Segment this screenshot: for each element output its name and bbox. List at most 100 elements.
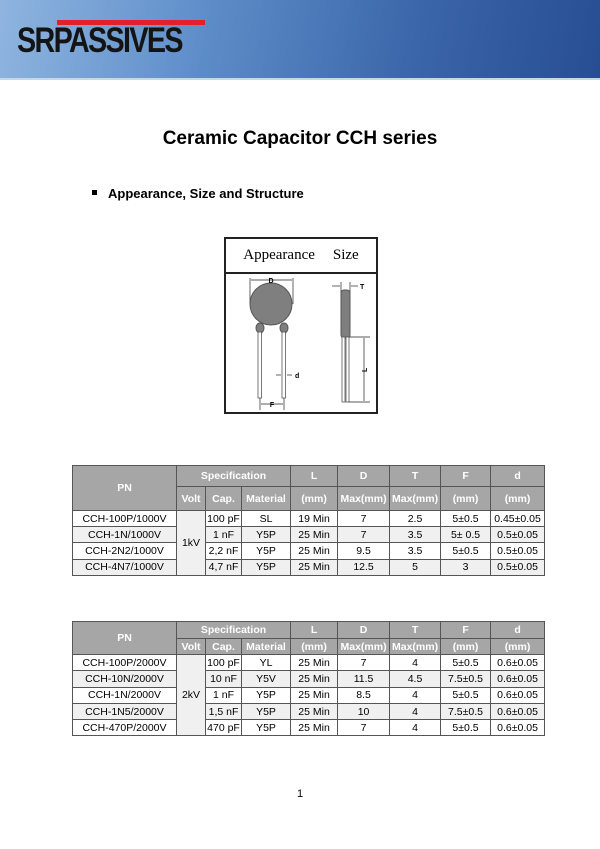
cell-d: 0.6±0.05 [490, 686, 546, 704]
table-row: CCH-1N5/2000V 1,5 nF Y5P 25 Min 10 4 7.5±0.5 0.… [72, 702, 546, 721]
dim-d-label: d [295, 373, 299, 380]
header-D: D [337, 465, 391, 487]
cell-d: 0.5±0.05 [490, 542, 546, 560]
header-D: D [337, 621, 391, 639]
cell-cap: 1,5 nF [205, 702, 242, 721]
cell-L: 25 Min [290, 686, 339, 704]
diagram-header: Appearance Size [226, 239, 376, 274]
header-F-unit: (mm) [440, 486, 492, 511]
cell-F: 3 [440, 558, 492, 576]
capacitor-drawing: D T L d F [249, 278, 370, 410]
header-specification: Specification [175, 465, 292, 487]
header-L: L [290, 621, 339, 639]
table-row: CCH-10N/2000V 10 nF Y5V 25 Min 11.5 4.5 7.5±0.… [72, 670, 546, 688]
dim-F-label: F [270, 402, 275, 409]
cell-D: 9.5 [337, 542, 391, 560]
cell-T: 4 [389, 653, 442, 672]
page-number: 1 [296, 788, 304, 800]
cell-T: 4 [389, 686, 442, 704]
cell-pn: CCH-100P/1000V [72, 509, 177, 528]
header-pn: PN [72, 621, 177, 655]
header-L-unit: (mm) [290, 638, 339, 655]
cell-L: 25 Min [290, 670, 339, 688]
page-title: Ceramic Capacitor CCH series [162, 128, 438, 149]
cell-F: 5±0.5 [440, 686, 492, 704]
header-T-unit: Max(mm) [389, 638, 442, 655]
cell-material: Y5P [240, 558, 292, 576]
cell-cap: 100 pF [205, 653, 242, 672]
header-cap: Cap. [205, 486, 242, 511]
header-banner: SRPASSIVES [0, 0, 600, 78]
cell-D: 7 [337, 509, 391, 528]
cell-pn: CCH-1N5/2000V [72, 702, 177, 721]
cell-T: 4.5 [389, 670, 442, 688]
cell-cap: 470 pF [205, 719, 242, 737]
cell-L: 25 Min [290, 653, 339, 672]
cell-material: Y5P [240, 526, 292, 544]
header-volt: Volt [176, 638, 206, 655]
appearance-size-diagram: Appearance Size D T L d F [224, 237, 378, 414]
cell-material: YL [240, 653, 292, 672]
bullet-icon [92, 190, 97, 196]
cell-d: 0.6±0.05 [490, 670, 546, 688]
cell-F: 7.5±0.5 [440, 670, 492, 688]
cell-material: Y5P [240, 542, 292, 560]
cell-L: 25 Min [290, 702, 339, 721]
cell-d: 0.5±0.05 [490, 558, 546, 576]
cell-d: 0.6±0.05 [490, 719, 546, 737]
cell-D: 10 [337, 702, 391, 721]
header-d-unit: (mm) [490, 638, 546, 655]
cell-F: 5± 0.5 [440, 526, 492, 544]
table-row: CCH-100P/1000V 1kV 100 pF SL 19 Min 7 2.5 5±0.5… [72, 509, 546, 576]
cell-T: 4 [389, 702, 442, 721]
section-heading: Appearance, Size and Structure [92, 186, 304, 201]
cell-pn: CCH-1N/1000V [72, 526, 177, 544]
header-d: d [490, 621, 546, 639]
header-L: L [290, 465, 339, 487]
header-d: d [490, 465, 546, 487]
table-row: CCH-4N7/1000V 4,7 nF Y5P 25 Min 12.5 5 3 0.5±0.… [72, 558, 546, 576]
table-row: CCH-1N/2000V 1 nF Y5P 25 Min 8.5 4 5±0.5 0.6±0.… [72, 686, 546, 704]
section-heading-text: Appearance, Size and Structure [108, 186, 304, 201]
header-material: Material [240, 638, 292, 655]
cell-cap: 10 nF [205, 670, 242, 688]
header-d-unit: (mm) [490, 486, 546, 511]
cell-pn: CCH-10N/2000V [72, 670, 177, 688]
cell-L: 19 Min [290, 509, 339, 528]
table-row: CCH-2N2/1000V 2,2 nF Y5P 25 Min 9.5 3.5 5±0.5 0… [72, 542, 546, 560]
cell-D: 7 [337, 526, 391, 544]
cell-material: SL [240, 509, 292, 528]
table-row: CCH-470P/2000V 470 pF Y5P 25 Min 7 4 5±0.5 0.6±… [72, 719, 546, 737]
cell-material: Y5P [240, 719, 292, 737]
cell-L: 25 Min [290, 719, 339, 737]
cell-F: 7.5±0.5 [440, 702, 492, 721]
cell-F: 5±0.5 [440, 719, 492, 737]
size-label: Size [332, 247, 359, 263]
cell-pn: CCH-2N2/1000V [72, 542, 177, 560]
cell-L: 25 Min [290, 542, 339, 560]
logo-text: SRPASSIVES [17, 21, 184, 60]
header-T-unit: Max(mm) [389, 486, 442, 511]
header-pn: PN [72, 465, 177, 511]
header-specification: Specification [175, 621, 292, 639]
cell-d: 0.45±0.05 [490, 509, 546, 528]
cell-T: 5 [389, 558, 442, 576]
header-D-unit: Max(mm) [337, 638, 391, 655]
cell-cap: 1 nF [205, 686, 242, 704]
banner-divider [0, 78, 600, 80]
header-material: Material [240, 486, 292, 511]
dim-L-label: L [362, 367, 369, 372]
srpassives-logo: SRPASSIVES [17, 18, 207, 60]
header-T: T [389, 465, 442, 487]
cell-cap: 100 pF [205, 509, 242, 528]
cell-volt: 1kV [176, 510, 206, 576]
cell-F: 5±0.5 [440, 542, 492, 560]
header-F: F [440, 621, 492, 639]
table-row: CCH-1N/1000V 1 nF Y5P 25 Min 7 3.5 5± 0.5 0.5±0… [72, 526, 546, 544]
cell-T: 3.5 [389, 526, 442, 544]
cell-pn: CCH-4N7/1000V [72, 558, 177, 576]
cell-cap: 4,7 nF [205, 558, 242, 576]
cell-d: 0.6±0.05 [490, 653, 546, 672]
